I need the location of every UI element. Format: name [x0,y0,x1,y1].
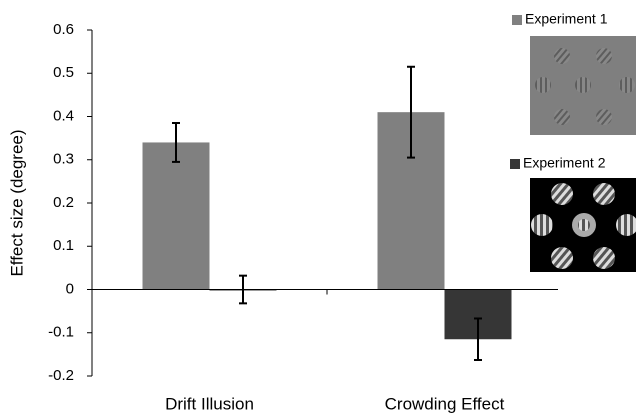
legend-label: Experiment 1 [525,11,608,27]
y-tick-label: 0.1 [53,237,74,254]
x-tick-label: Crowding Effect [385,394,505,413]
bar [142,142,210,290]
y-axis-label: Effect size (degree) [7,129,26,276]
y-tick-label: 0 [66,280,74,297]
x-tick-label: Drift Illusion [165,394,254,413]
y-tick-label: 0.4 [53,107,74,124]
y-tick-label: -0.1 [48,324,74,341]
y-tick-label: -0.2 [48,367,74,384]
y-tick-label: 0.3 [53,151,74,168]
y-tick-label: 0.6 [53,21,74,38]
stimulus-2 [530,178,636,272]
legend-swatch [512,15,522,25]
legend-label: Experiment 2 [523,155,606,171]
error-bar [172,121,180,163]
stimulus-1 [530,36,636,135]
error-bar [407,65,415,159]
y-tick-label: 0.2 [53,194,74,211]
y-tick-label: 0.5 [53,64,74,81]
error-bar [474,317,482,361]
legend-swatch [510,159,520,169]
